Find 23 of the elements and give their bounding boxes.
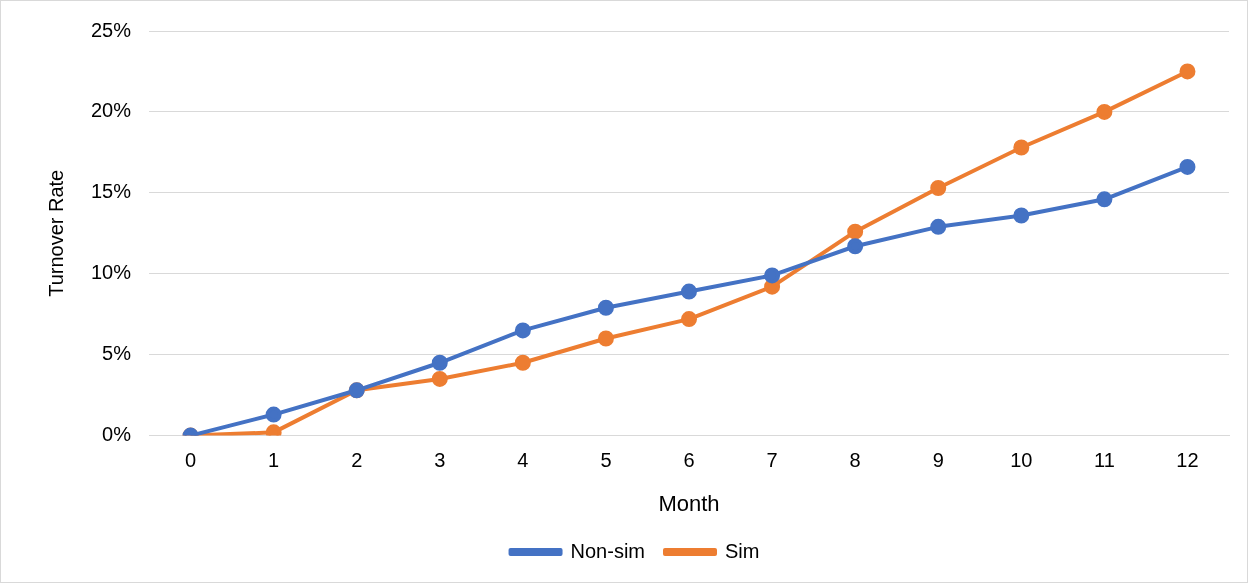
- y-tick-label: 20%: [91, 99, 132, 122]
- y-tick-label: 25%: [91, 18, 132, 41]
- x-tick-label: 0: [185, 449, 197, 472]
- x-tick-label: 2: [351, 449, 363, 472]
- y-tick-label: 5%: [102, 342, 132, 365]
- x-axis-title: Month: [658, 490, 720, 516]
- x-tick-label: 3: [434, 449, 446, 472]
- x-tick-label: 12: [1176, 449, 1199, 472]
- legend-label: Sim: [725, 539, 760, 562]
- x-tick-label: 4: [517, 449, 529, 472]
- x-tick-label: 9: [932, 449, 944, 472]
- x-tick-label: 10: [1010, 449, 1033, 472]
- x-tick-label: 7: [766, 449, 778, 472]
- y-tick-label: 15%: [91, 180, 132, 203]
- y-tick-label: 0%: [102, 423, 132, 446]
- x-tick-label: 5: [600, 449, 612, 472]
- x-tick-label: 8: [849, 449, 861, 472]
- y-axis-title: Turnover Rate: [44, 169, 67, 297]
- x-tick-label: 11: [1094, 449, 1115, 472]
- y-tick-label: 10%: [91, 261, 132, 284]
- legend-label: Non-sim: [570, 539, 645, 562]
- x-tick-label: 6: [683, 449, 695, 472]
- x-tick-label: 1: [268, 449, 280, 472]
